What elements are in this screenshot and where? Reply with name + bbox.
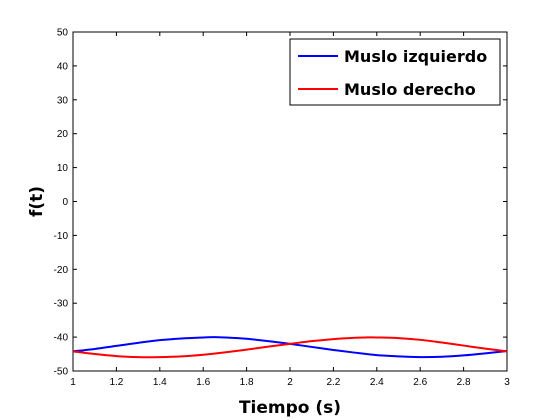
y-tick-label: -30: [54, 299, 69, 310]
series-lines: [72, 336, 508, 359]
y-axis-label: f(t): [27, 186, 47, 217]
y-tick-label: 0: [62, 197, 68, 208]
y-tick-label: 20: [57, 129, 69, 140]
x-tick-label: 1.4: [153, 377, 167, 388]
y-tick-label: -50: [54, 367, 69, 378]
x-tick-label: 1.6: [196, 377, 210, 388]
x-tick-label: 2.4: [370, 377, 384, 388]
x-tick-label: 2.8: [457, 377, 471, 388]
y-tick-label: -20: [54, 265, 69, 276]
legend-label-0: Muslo izquierdo: [344, 47, 487, 66]
y-tick-label: 50: [57, 28, 69, 39]
series-line-0: [72, 336, 508, 359]
y-tick-label: -40: [54, 333, 69, 344]
axis-ticks: 1 1.2 1.4 1.6 1.8 2 2.2 2.4 2.6 2.8 3 50 40 30 20 10 0 -1…: [54, 28, 511, 389]
y-tick-label: -10: [54, 231, 69, 242]
legend-label-1: Muslo derecho: [344, 80, 476, 99]
y-tick-label: 40: [57, 61, 69, 72]
legend-box: [289, 38, 501, 106]
x-axis-label: Tiempo (s): [239, 398, 341, 418]
y-tick-label: 10: [57, 163, 69, 174]
x-tick-label: 2.2: [326, 377, 340, 388]
x-tick-label: 1: [70, 377, 76, 388]
x-tick-label: 1.2: [109, 377, 123, 388]
legend: Muslo izquierdo Muslo derecho: [289, 38, 501, 106]
x-tick-label: 2.6: [413, 377, 427, 388]
x-tick-label: 3: [504, 377, 510, 388]
x-tick-label: 2: [287, 377, 293, 388]
x-tick-label: 1.8: [240, 377, 254, 388]
y-tick-label: 30: [57, 95, 69, 106]
series-line-1: [72, 336, 508, 359]
